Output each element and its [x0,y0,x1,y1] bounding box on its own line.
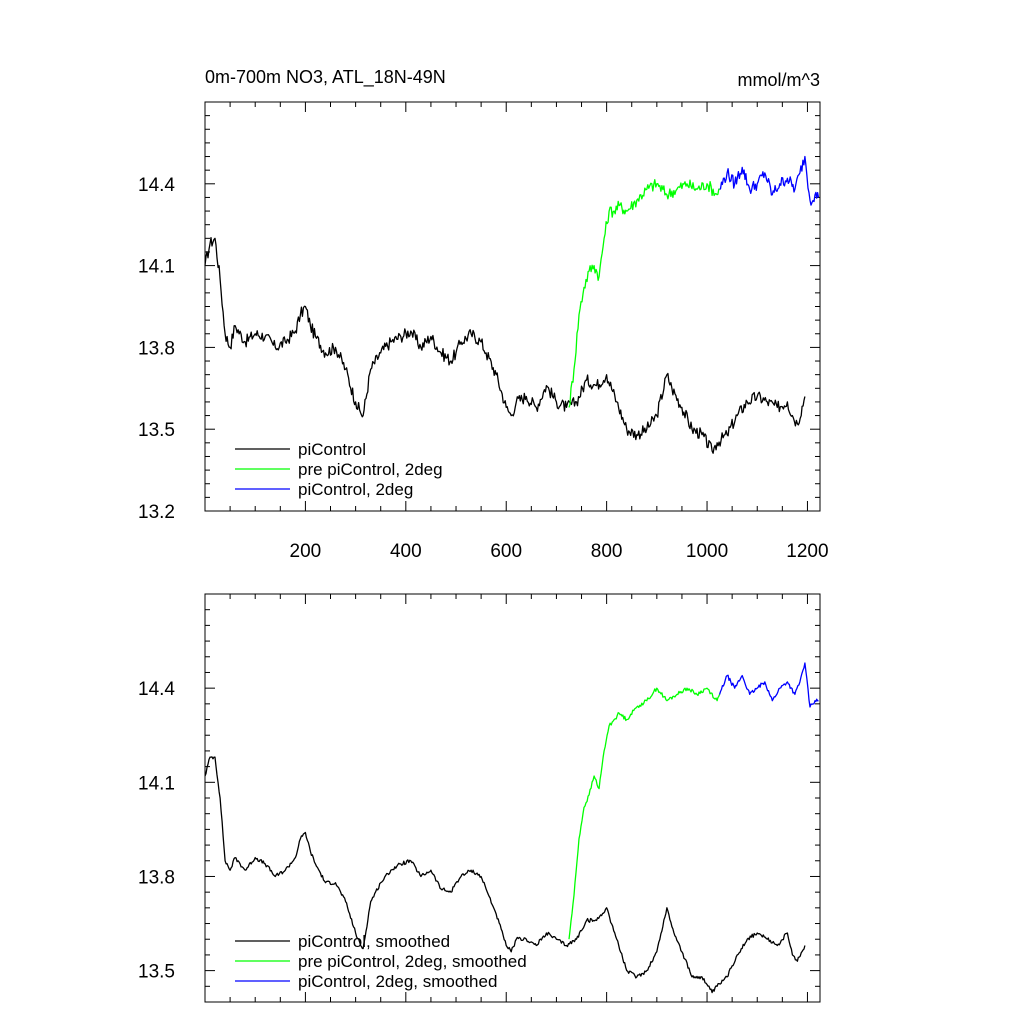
y-tick-label: 13.5 [138,420,175,441]
x-tick-label: 1200 [786,541,828,562]
x-tick-label: 800 [591,541,623,562]
y-tick-label: 13.8 [138,867,175,888]
legend-label: pre piControl, 2deg [298,460,443,479]
bottom-chart-panel: 13.5 13.8 14.1 14.4 piControl, smoothedpre … [138,593,821,1003]
legend-label: piControl, 2deg, smoothed [298,972,497,991]
x-tick-label: 200 [290,541,322,562]
series-line-1 [568,687,721,940]
x-tick-label: 600 [490,541,522,562]
y-tick-label: 14.1 [138,773,175,794]
x-tick-label: 1000 [686,541,728,562]
top-axis-ticks: 200 400 600 800 1000 1200 13.2 13.5 13.8 14.1 14.4 [138,101,829,562]
y-tick-label: 14.4 [138,175,175,196]
series-line-2 [718,662,819,708]
bottom-axis-ticks: 13.5 13.8 14.1 14.4 [138,593,820,1003]
legend-label: piControl, smoothed [298,932,450,951]
series-line-2 [719,155,820,206]
series-line-0 [204,756,806,994]
legend-label: piControl, 2deg [298,480,413,499]
y-tick-label: 13.5 [138,962,175,983]
y-tick-label: 13.8 [138,338,175,359]
series-line-1 [568,179,720,408]
y-tick-label: 14.4 [138,679,175,700]
x-tick-label: 400 [390,541,422,562]
top-series-lines [204,155,820,454]
top-chart-panel: 0m-700m NO3, ATL_18N-49N mmol/m^3 200 400… [138,67,829,562]
bottom-series-lines [204,662,819,994]
legend-label: piControl [298,440,366,459]
chart-units: mmol/m^3 [738,70,820,90]
chart-title: 0m-700m NO3, ATL_18N-49N [205,67,446,88]
y-tick-label: 13.2 [138,502,175,523]
legend-label: pre piControl, 2deg, smoothed [298,952,527,971]
y-tick-label: 14.1 [138,257,175,278]
series-line-0 [204,237,806,454]
